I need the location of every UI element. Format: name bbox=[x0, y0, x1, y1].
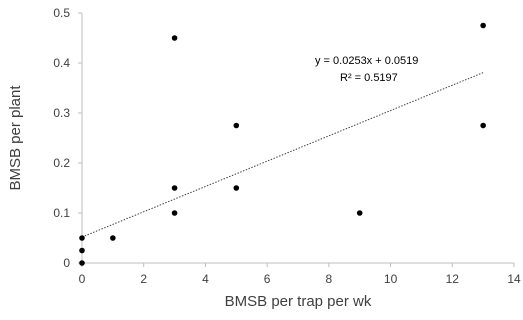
y-tick-label: 0.2 bbox=[53, 156, 70, 170]
data-point bbox=[171, 185, 178, 191]
r-squared-label: R² = 0.5197 bbox=[340, 72, 398, 84]
data-point bbox=[79, 260, 85, 266]
trendline-equation: y = 0.0253x + 0.0519 bbox=[315, 55, 418, 67]
y-tick-labels: 0 0.1 0.2 0.3 0.4 0.5 bbox=[53, 6, 70, 270]
data-points bbox=[79, 22, 486, 266]
data-point bbox=[356, 210, 363, 216]
data-point bbox=[171, 35, 178, 41]
x-tick-label: 8 bbox=[326, 272, 333, 286]
x-tick-label: 0 bbox=[79, 272, 86, 286]
data-point bbox=[79, 235, 85, 241]
x-tick-label: 12 bbox=[446, 272, 460, 286]
data-point bbox=[233, 122, 240, 129]
x-tick-label: 10 bbox=[384, 272, 398, 286]
y-axis-title: BMSB per plant bbox=[7, 85, 24, 191]
x-axis-title: BMSB per trap per wk bbox=[225, 293, 372, 310]
x-tick-labels: 0 2 4 6 8 10 12 14 bbox=[79, 272, 521, 286]
x-tick-label: 4 bbox=[202, 272, 209, 286]
y-tick-label: 0.5 bbox=[53, 6, 70, 20]
data-point bbox=[480, 122, 486, 129]
data-point bbox=[233, 185, 240, 191]
x-tick-label: 2 bbox=[140, 272, 147, 286]
data-point bbox=[171, 210, 178, 216]
x-tick-label: 14 bbox=[507, 272, 521, 286]
y-tick-label: 0.4 bbox=[53, 56, 70, 70]
x-tick-label: 6 bbox=[264, 272, 271, 286]
y-tick-label: 0.1 bbox=[53, 206, 70, 220]
data-point bbox=[110, 235, 116, 241]
axes bbox=[78, 12, 515, 267]
trendline bbox=[81, 72, 484, 238]
data-point bbox=[480, 22, 486, 29]
y-tick-label: 0.3 bbox=[53, 106, 70, 120]
y-tick-label: 0 bbox=[63, 256, 70, 270]
data-point bbox=[79, 247, 85, 254]
